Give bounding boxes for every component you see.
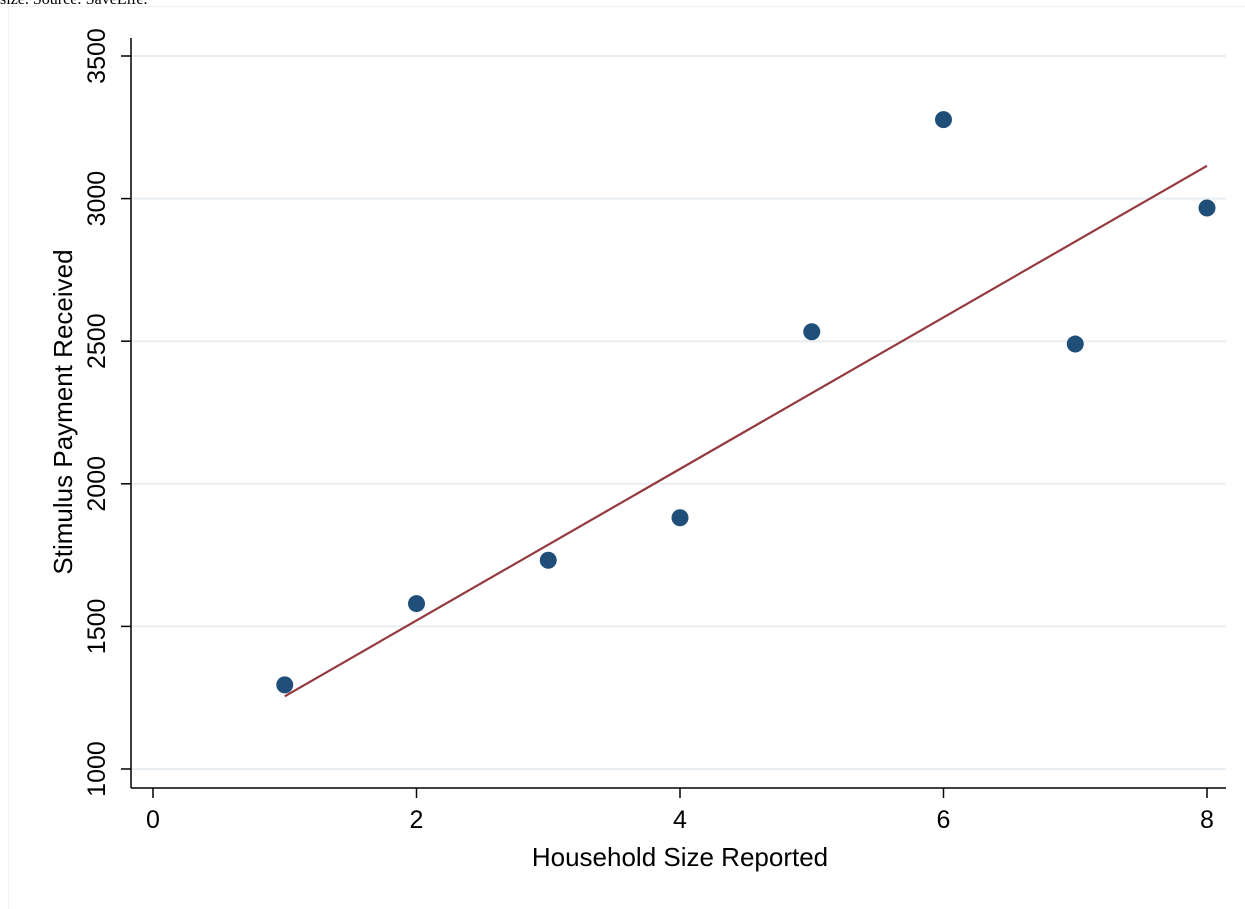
fit-line — [285, 166, 1207, 696]
y-tick-label: 2000 — [83, 456, 111, 512]
data-point — [672, 509, 689, 526]
x-tick-label: 4 — [673, 806, 687, 834]
y-tick-label: 1500 — [83, 599, 111, 655]
data-point — [540, 552, 557, 569]
y-axis-ticks: 1000 1500 2000 2500 3000 3500 — [83, 28, 131, 797]
data-point — [803, 323, 820, 340]
x-tick-label: 8 — [1200, 806, 1214, 834]
gridlines — [131, 56, 1226, 769]
fit-line-group — [285, 166, 1207, 696]
x-axis-ticks: 0 2 4 6 8 — [146, 788, 1214, 834]
data-point — [1067, 336, 1084, 353]
y-tick-label: 3500 — [83, 28, 111, 84]
data-point — [408, 595, 425, 612]
data-point — [935, 111, 952, 128]
axes — [131, 38, 1226, 788]
y-tick-label: 2500 — [83, 313, 111, 369]
y-axis-label: Stimulus Payment Received — [48, 249, 78, 574]
x-tick-label: 0 — [146, 806, 160, 834]
x-tick-label: 2 — [410, 806, 424, 834]
y-tick-label: 3000 — [83, 171, 111, 227]
data-point — [276, 676, 293, 693]
x-axis-label: Household Size Reported — [532, 842, 828, 872]
x-tick-label: 6 — [937, 806, 951, 834]
data-point — [1199, 200, 1216, 217]
y-tick-label: 1000 — [83, 741, 111, 797]
